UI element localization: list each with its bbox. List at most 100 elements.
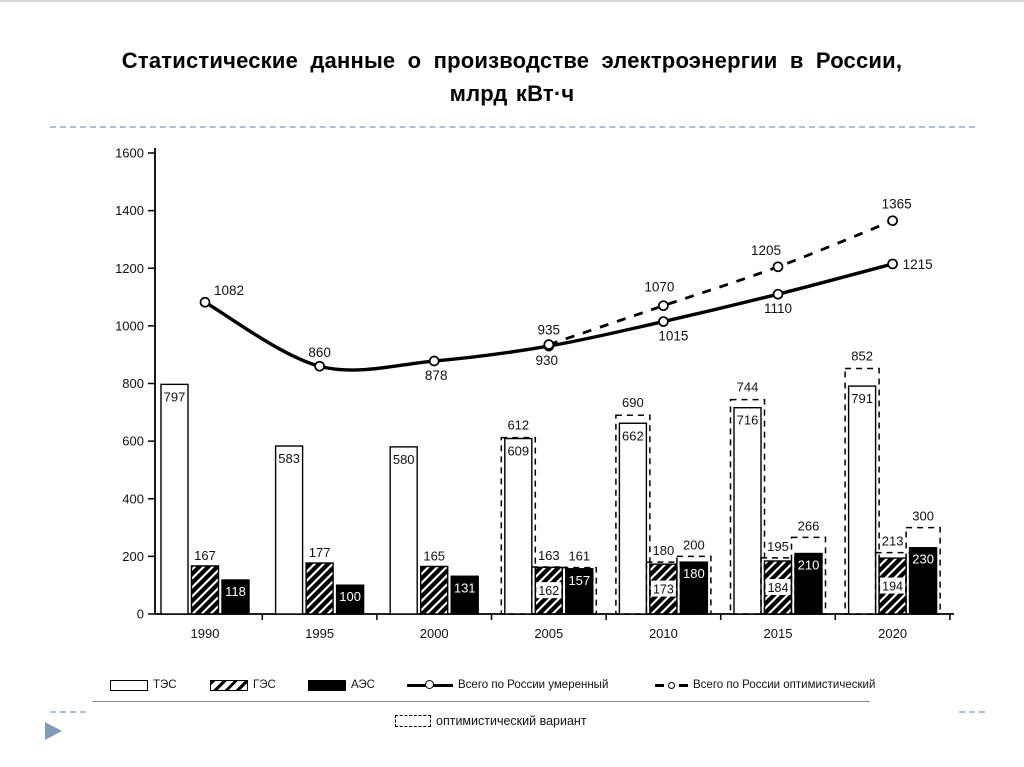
y-tick-label: 1400 [115,203,144,218]
bar-label: 791 [851,391,873,406]
optimistic-bar-outline [905,526,941,615]
bar [420,565,449,615]
bar-series-АЭС: 118 100 131 157 161 180 200 210 266 230 300 [221,509,941,615]
bar-label: 583 [278,451,300,466]
line-marker [543,339,555,350]
bar-label-patch [880,577,906,594]
line-marker [887,258,898,270]
y-tick-label: 200 [122,549,144,564]
x-tick-label: 2010 [649,626,678,641]
title-line-2: млрд кВт·ч [449,81,575,106]
title-line-1: Статистические данные о производстве эле… [121,48,903,73]
line-value-label: 1365 [882,197,912,212]
slide-title: Статистические данные о производстве эле… [52,44,972,110]
optimistic-bar-label: 690 [622,395,644,410]
line-value-label: 1215 [903,257,933,272]
optimistic-bar-outline [676,555,712,615]
optimistic-bar-outline [615,414,651,615]
line-value-label: 1110 [764,301,792,316]
legend-label: Всего по России умеренный [458,679,609,691]
optimistic-bar-label: 266 [798,518,820,533]
bar-label: 609 [507,444,529,459]
bar [908,547,938,615]
line-value-label: 1015 [658,329,688,344]
bar [565,568,594,615]
optimistic-bar-label: 300 [912,509,934,524]
line-value-label: 1070 [644,280,674,295]
optimistic-line [548,219,894,346]
line-series-Всего по России оптимистический: 935 1070 1205 1365 [538,197,912,350]
line-marker [887,215,898,227]
window-top-edge [0,0,1024,2]
bar-label-patch [650,580,676,597]
bar-label: 180 [683,566,705,581]
optimistic-bar-label: 163 [538,548,560,563]
x-tick-label: 2005 [534,626,563,641]
slide-bullet-triangle-icon [45,722,62,740]
y-tick-label: 1600 [115,146,144,161]
legend-item-moderate-total: Всего по России умеренный [407,679,608,691]
line-value-label: 930 [536,353,559,368]
line-marker [658,316,669,327]
line-value-label: 878 [425,368,448,383]
line-marker [428,355,440,367]
optimistic-bar-outline [790,536,827,615]
bar-label-patch [536,582,562,599]
optimistic-bar-label: 195 [767,539,789,554]
legend-item-ges: ГЭС [210,679,276,691]
optimistic-bar-outline [561,566,598,615]
optimistic-bar-outline [844,367,880,615]
dashed-line-marker-swatch-icon [655,681,688,689]
optimistic-bar-outline [500,436,537,615]
bar-label: 157 [568,573,590,588]
legend-underline [92,701,870,702]
title-divider [50,126,975,128]
optimistic-bar-label: 200 [683,537,705,552]
black-bar-swatch-icon [308,679,346,691]
bar-label: 131 [454,580,476,595]
white-bar-swatch-icon [110,679,148,691]
legend-label: АЭС [351,679,375,691]
legend-label: оптимистический вариант [436,714,587,728]
line-marker [658,300,669,312]
line-value-label: 860 [308,345,331,360]
legend-item-tes: ТЭС [110,679,177,691]
bar [733,407,762,615]
bar-label: 118 [225,584,246,599]
bar-label: 184 [768,581,789,595]
bar-label: 194 [882,580,903,594]
line-series-Всего по России умеренный: 1082 860 878 930 1015 1110 1215 [199,257,933,383]
bar-label: 173 [653,583,674,597]
optimistic-bar-label: 744 [737,380,759,395]
bar [794,552,823,615]
legend-label: ГЭС [253,679,276,691]
optimistic-bar-label: 612 [507,418,529,433]
legend-item-optimistic-total: Всего по России оптимистический [655,679,875,691]
bar-label: 230 [912,552,934,567]
bar-series-ГЭС: 167 177 165 162 163 173 180 184 195 194 213 [190,534,911,615]
bar-label: 716 [737,413,759,428]
y-tick-label: 400 [122,491,144,506]
x-tick-label: 1990 [191,626,220,641]
dashed-box-swatch-icon [395,715,431,727]
line-marker [772,261,784,273]
bar-label: 167 [194,548,216,563]
bar [335,584,365,615]
bar [847,385,877,615]
x-tick-label: 2015 [764,626,793,641]
solid-line-marker-swatch-icon [407,680,453,689]
bar-label: 100 [339,589,361,604]
bar-label: 165 [423,548,445,563]
y-tick-label: 600 [122,434,144,449]
chart-container: 0 200 400 600 800 1000 1200 1400 1600 1990 1995 200… [88,138,955,748]
bar-label: 580 [393,452,415,467]
y-tick-label: 0 [137,607,144,622]
line-marker [199,296,211,308]
line-value-label: 1082 [214,283,244,298]
bar [679,561,709,615]
line-marker [772,288,784,300]
optimistic-bar-label: 180 [653,543,675,558]
bar-label: 797 [164,389,186,404]
bar [160,383,189,615]
